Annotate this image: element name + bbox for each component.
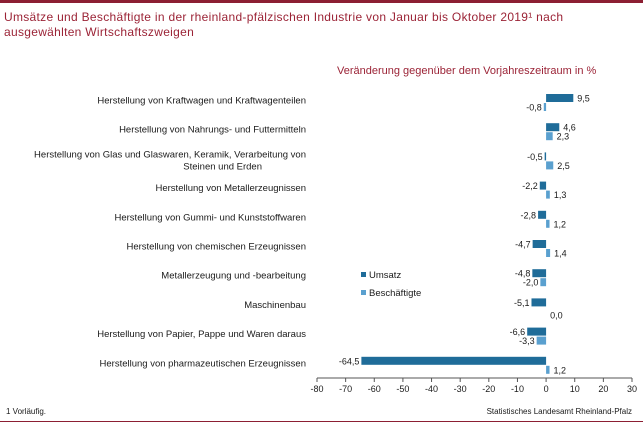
legend-label: Beschäftigte [369, 288, 421, 299]
value-label: -2,0 [523, 278, 539, 288]
value-label: -6,6 [510, 327, 526, 337]
value-label: 9,5 [577, 94, 590, 104]
category-label: Herstellung von Kraftwagen und Kraftwage… [97, 96, 306, 107]
bar-beschaeftigte [540, 278, 547, 287]
value-label: 1,2 [554, 365, 567, 375]
category-label: Herstellung von Nahrungs- und Futtermitt… [119, 125, 306, 136]
bar-umsatz [361, 356, 547, 365]
bar-umsatz [546, 94, 574, 102]
value-label: 1,3 [554, 190, 567, 200]
value-label: -4,7 [515, 240, 531, 250]
chart-title: Umsätze und Beschäftigte in der rheinlan… [4, 10, 564, 39]
category-label: Herstellung von chemischen Erzeugnissen [126, 242, 306, 253]
value-label: 1,2 [554, 219, 567, 229]
x-tick-label: 20 [598, 384, 608, 394]
value-label: -64,5 [339, 356, 360, 366]
bar-beschaeftigte [546, 132, 553, 141]
x-tick-label: -80 [310, 384, 323, 394]
value-label: -5,1 [514, 298, 530, 308]
bar-beschaeftigte [546, 219, 550, 228]
bar-beschaeftigte [536, 336, 547, 345]
bar-umsatz [532, 269, 547, 278]
bar-umsatz [527, 327, 547, 336]
source-note: Statistisches Landesamt Rheinland-Pfalz [486, 407, 632, 416]
value-label: -4,8 [515, 269, 531, 279]
x-tick-label: -70 [339, 384, 352, 394]
bar-umsatz [544, 152, 547, 161]
category-label: Herstellung von Gummi- und Kunststoffwar… [115, 212, 307, 223]
x-tick-label: 10 [570, 384, 580, 394]
value-label: -0,8 [526, 103, 542, 113]
value-label: 2,5 [557, 161, 570, 171]
category-label: Herstellung von Glas und Glaswaren, Kera… [34, 149, 306, 172]
x-tick-label: -40 [425, 384, 438, 394]
value-label: 0,0 [550, 310, 563, 320]
chart-subtitle: Veränderung gegenüber dem Vorjahreszeitr… [337, 65, 597, 77]
bar-beschaeftigte [546, 365, 550, 374]
value-label: 4,6 [563, 123, 576, 133]
bar-umsatz [532, 240, 547, 248]
value-label: 2,3 [557, 132, 570, 142]
category-label: Herstellung von Papier, Pappe und Waren … [97, 329, 306, 340]
x-tick-label: 0 [544, 384, 549, 394]
x-tick-label: 30 [627, 384, 637, 394]
bar-umsatz [546, 123, 560, 132]
bar-beschaeftigte [546, 249, 551, 257]
bar-beschaeftigte [546, 190, 550, 199]
legend-swatch [361, 290, 366, 295]
value-label: 1,4 [554, 249, 567, 259]
x-tick-label: -30 [454, 384, 467, 394]
bar-umsatz [538, 210, 547, 219]
value-label: -0,5 [527, 152, 543, 162]
category-label: Herstellung von pharmazeutischen Erzeugn… [100, 358, 306, 369]
value-label: -3,3 [519, 336, 535, 346]
value-label: -2,2 [522, 181, 538, 191]
bar-umsatz [539, 181, 547, 190]
value-label: -2,8 [521, 210, 537, 220]
category-label: Metallerzeugung und -bearbeitung [161, 271, 306, 282]
top-rule [0, 0, 643, 3]
x-tick-label: -60 [368, 384, 381, 394]
x-tick-label: -50 [396, 384, 409, 394]
x-tick-label: -10 [511, 384, 524, 394]
category-label: Herstellung von Metallerzeugnissen [156, 183, 307, 194]
x-tick-label: -20 [482, 384, 495, 394]
legend-label: Umsatz [369, 270, 401, 281]
category-label: Maschinenbau [244, 300, 306, 311]
footnote: 1 Vorläufig. [6, 407, 47, 416]
bar-beschaeftigte [546, 161, 554, 170]
bar-beschaeftigte [543, 103, 547, 111]
legend-swatch [361, 272, 366, 277]
bar-umsatz [531, 298, 547, 307]
